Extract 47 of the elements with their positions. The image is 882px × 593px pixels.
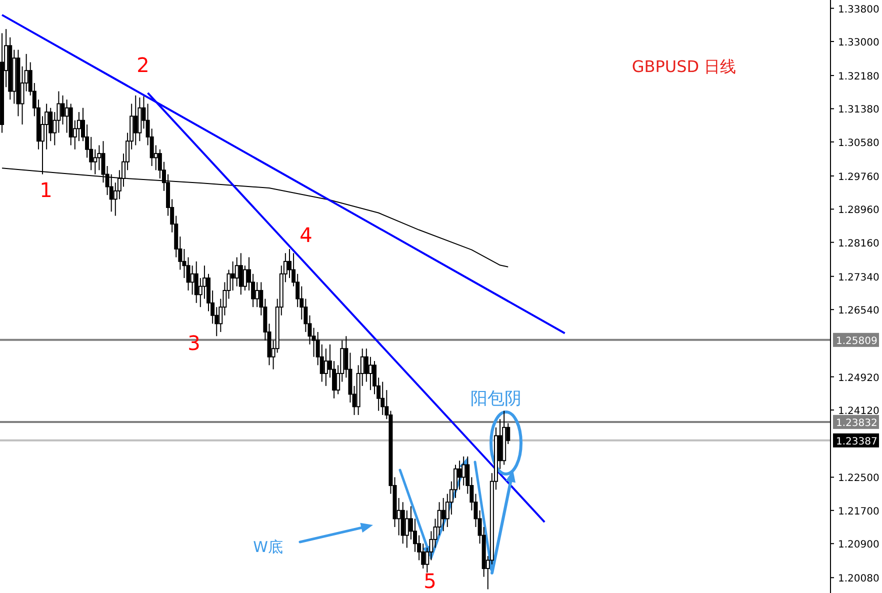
candlestick [194,260,198,304]
candlestick [97,144,102,171]
candlestick [368,356,372,391]
candlestick [101,140,106,184]
y-tick-label: 1.32180 [838,72,880,83]
candlestick [380,381,385,416]
annotation: 3 [188,331,200,355]
annotation: 阳包阴 [470,389,522,409]
ref-line-label: 1.23832 [836,418,878,429]
candlestick [255,282,260,308]
candlestick [238,252,243,296]
candlestick [134,94,138,146]
annotation: 2 [136,53,150,77]
y-tick-label: 1.26540 [838,306,880,317]
y-tick-label: 1.28960 [838,205,880,216]
y-tick-label: 1.24920 [838,372,880,384]
y-tick-label: 1.33800 [838,4,880,16]
y-tick-label: 1.31380 [838,104,880,116]
y-tick-label: 1.28160 [838,238,880,250]
y-tick-label: 1.20080 [838,574,880,585]
candlestick [437,502,442,536]
y-tick-label: 1.30580 [838,138,880,149]
y-tick-label: 1.33000 [838,38,880,48]
candlestick [93,148,98,175]
candlestick [441,497,446,532]
annotation: 1 [40,178,52,202]
candlestick [230,260,235,291]
annotation: 5 [424,569,436,593]
y-tick-label: 1.29760 [838,172,880,183]
ref-line-label: 1.23387 [836,436,878,448]
text: GBPUSD 日线 [632,57,736,76]
ref-line-label: 1.25809 [836,336,878,347]
y-tick-label: 1.21700 [838,506,880,518]
candlestick [324,348,328,386]
annotation: W底 [253,538,283,556]
y-tick-label: 1.27340 [838,272,880,284]
y-tick-label: 1.22500 [838,473,880,484]
y-tick-label: 1.20900 [838,540,880,551]
candlestick [234,256,239,287]
annotation: 4 [300,223,312,247]
candlestick [462,456,466,486]
candlestick [186,256,190,291]
candlestick [404,510,409,548]
y-tick-label: 1.24120 [838,406,880,417]
candlestick [64,99,69,134]
candlestick [458,460,462,490]
candlestick [190,265,194,296]
